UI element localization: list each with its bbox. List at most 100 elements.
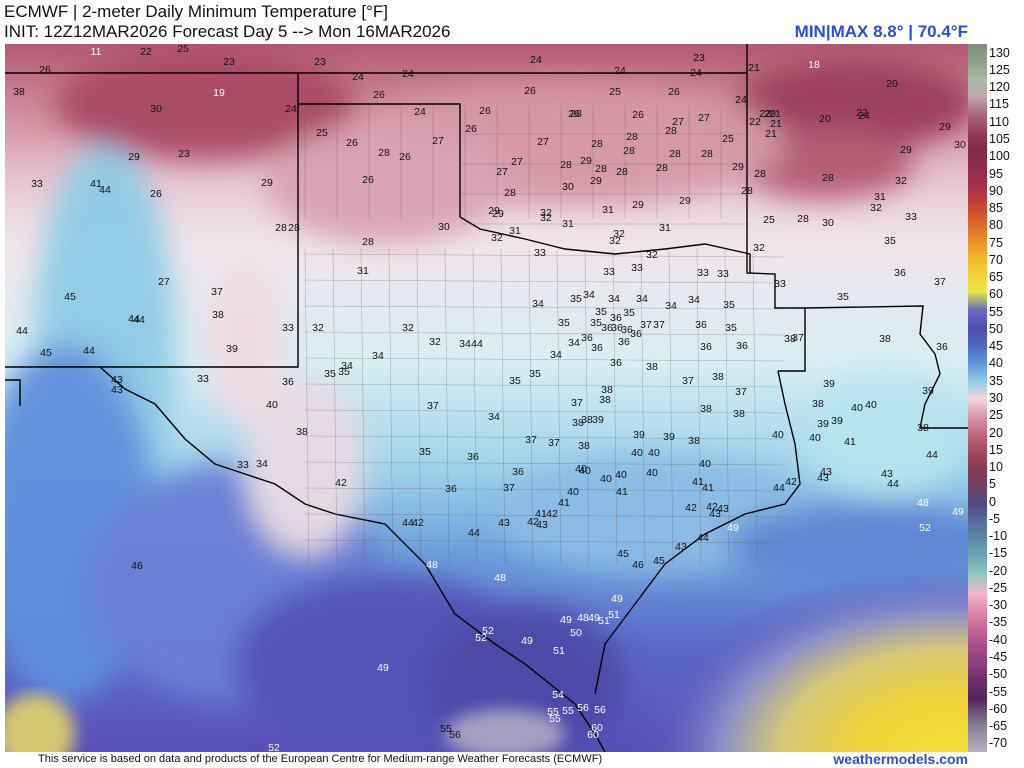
init-forecast-line: INIT: 12Z12MAR2026 Forecast Day 5 --> Mo… [4, 22, 451, 41]
temperature-value-label: 28 [822, 172, 834, 184]
temperature-value-label: 38 [784, 333, 796, 345]
temperature-field [5, 44, 968, 752]
temperature-value-label: 24 [285, 103, 297, 115]
legend-tick-label: -15 [989, 546, 1008, 561]
temperature-value-label: 31 [659, 222, 671, 234]
temperature-value-label: 45 [64, 291, 76, 303]
temperature-value-label: 35 [723, 299, 735, 311]
temperature-value-label: 28 [626, 131, 638, 143]
temperature-value-label: 36 [610, 312, 622, 324]
temperature-value-label: 34 [688, 294, 700, 306]
temperature-value-label: 42 [685, 502, 697, 514]
temperature-value-label: 32 [312, 322, 324, 334]
temperature-value-label: 51 [553, 645, 565, 657]
temperature-value-label: 37 [653, 319, 665, 331]
temperature-value-label: 22 [140, 46, 152, 58]
temperature-value-label: 36 [700, 341, 712, 353]
temperature-value-label: 37 [548, 437, 560, 449]
temperature-value-label: 33 [774, 278, 786, 290]
temperature-value-label: 40 [266, 399, 278, 411]
legend-tick-label: 60 [989, 287, 1003, 302]
legend-tick-label: 50 [989, 321, 1003, 336]
temperature-value-label: 36 [581, 332, 593, 344]
temperature-value-label: 34 [459, 338, 471, 350]
temperature-value-label: 27 [432, 135, 444, 147]
temperature-value-label: 45 [40, 347, 52, 359]
legend-tick-label: -70 [989, 736, 1008, 751]
temperature-value-label: 22 [856, 107, 868, 119]
temperature-value-label: 33 [603, 266, 615, 278]
temperature-value-label: 36 [736, 340, 748, 352]
temperature-value-label: 36 [611, 322, 623, 334]
temperature-value-label: 45 [653, 555, 665, 567]
temperature-value-label: 38 [712, 371, 724, 383]
temperature-value-label: 38 [296, 426, 308, 438]
state-boundaries [5, 44, 968, 752]
temperature-value-label: 32 [491, 232, 503, 244]
temperature-value-label: 44 [697, 532, 709, 544]
temperature-value-label: 43 [817, 472, 829, 484]
temperature-value-label: 29 [261, 177, 273, 189]
legend-tick-label: -5 [989, 511, 1001, 526]
temperature-value-label: 41 [558, 497, 570, 509]
temperature-value-label: 26 [668, 86, 680, 98]
temperature-value-label: 41 [616, 486, 628, 498]
legend-tick-label: 130 [989, 45, 1010, 60]
temperature-value-label: 32 [429, 336, 441, 348]
temperature-value-label: 51 [598, 615, 610, 627]
temperature-value-label: 28 [570, 108, 582, 120]
temperature-value-label: 29 [488, 205, 500, 217]
temperature-value-label: 38 [572, 417, 584, 429]
temperature-value-label: 31 [874, 191, 886, 203]
temperature-value-label: 28 [701, 148, 713, 160]
temperature-value-label: 43 [717, 503, 729, 515]
temperature-value-label: 35 [419, 446, 431, 458]
temperature-value-label: 49 [952, 506, 964, 518]
temperature-value-label: 21 [765, 128, 777, 140]
temperature-value-label: 32 [402, 322, 414, 334]
legend-tick-label: 95 [989, 166, 1003, 181]
legend-tick-label: 100 [989, 149, 1010, 164]
temperature-value-label: 44 [128, 313, 140, 325]
temperature-value-label: 38 [917, 422, 929, 434]
temperature-value-label: 21 [748, 62, 760, 74]
temperature-value-label: 32 [609, 235, 621, 247]
temperature-value-label: 36 [591, 342, 603, 354]
temperature-value-label: 22 [749, 116, 761, 128]
temperature-value-label: 42 [706, 501, 718, 513]
temperature-value-label: 42 [546, 508, 558, 520]
temperature-value-label: 40 [865, 399, 877, 411]
temperature-value-label: 32 [870, 202, 882, 214]
temperature-value-label: 44 [402, 517, 414, 529]
temperature-value-label: 31 [357, 265, 369, 277]
temperature-value-label: 48 [577, 612, 589, 624]
temperature-value-label: 29 [580, 155, 592, 167]
temperature-value-label: 41 [535, 508, 547, 520]
temperature-value-label: 35 [837, 291, 849, 303]
legend-tick-label: 105 [989, 131, 1010, 146]
temperature-value-label: 26 [524, 85, 536, 97]
temperature-value-label: 40 [809, 432, 821, 444]
temperature-value-label: 28 [362, 236, 374, 248]
temperature-value-label: 38 [733, 408, 745, 420]
temperature-value-label: 28 [378, 147, 390, 159]
temperature-value-label: 44 [887, 478, 899, 490]
legend-tick-label: 25 [989, 408, 1003, 423]
temperature-value-label: 32 [613, 228, 625, 240]
temperature-value-label: 44 [926, 449, 938, 461]
legend-tick-label: 65 [989, 270, 1003, 285]
temperature-value-label: 39 [663, 431, 675, 443]
temperature-value-label: 34 [665, 300, 677, 312]
temperature-value-label: 36 [894, 267, 906, 279]
brand-link[interactable]: weathermodels.com [833, 751, 968, 767]
legend-tick-label: -30 [989, 598, 1008, 613]
temperature-value-label: 51 [608, 609, 620, 621]
temperature-value-label: 37 [571, 397, 583, 409]
temperature-value-label: 35 [623, 307, 635, 319]
legend-tick-label: 35 [989, 373, 1003, 388]
legend-tick-label: 80 [989, 218, 1003, 233]
temperature-value-label: 33 [31, 178, 43, 190]
temperature-value-label: 24 [690, 67, 702, 79]
temperature-value-label: 36 [618, 336, 630, 348]
temperature-value-label: 40 [600, 473, 612, 485]
